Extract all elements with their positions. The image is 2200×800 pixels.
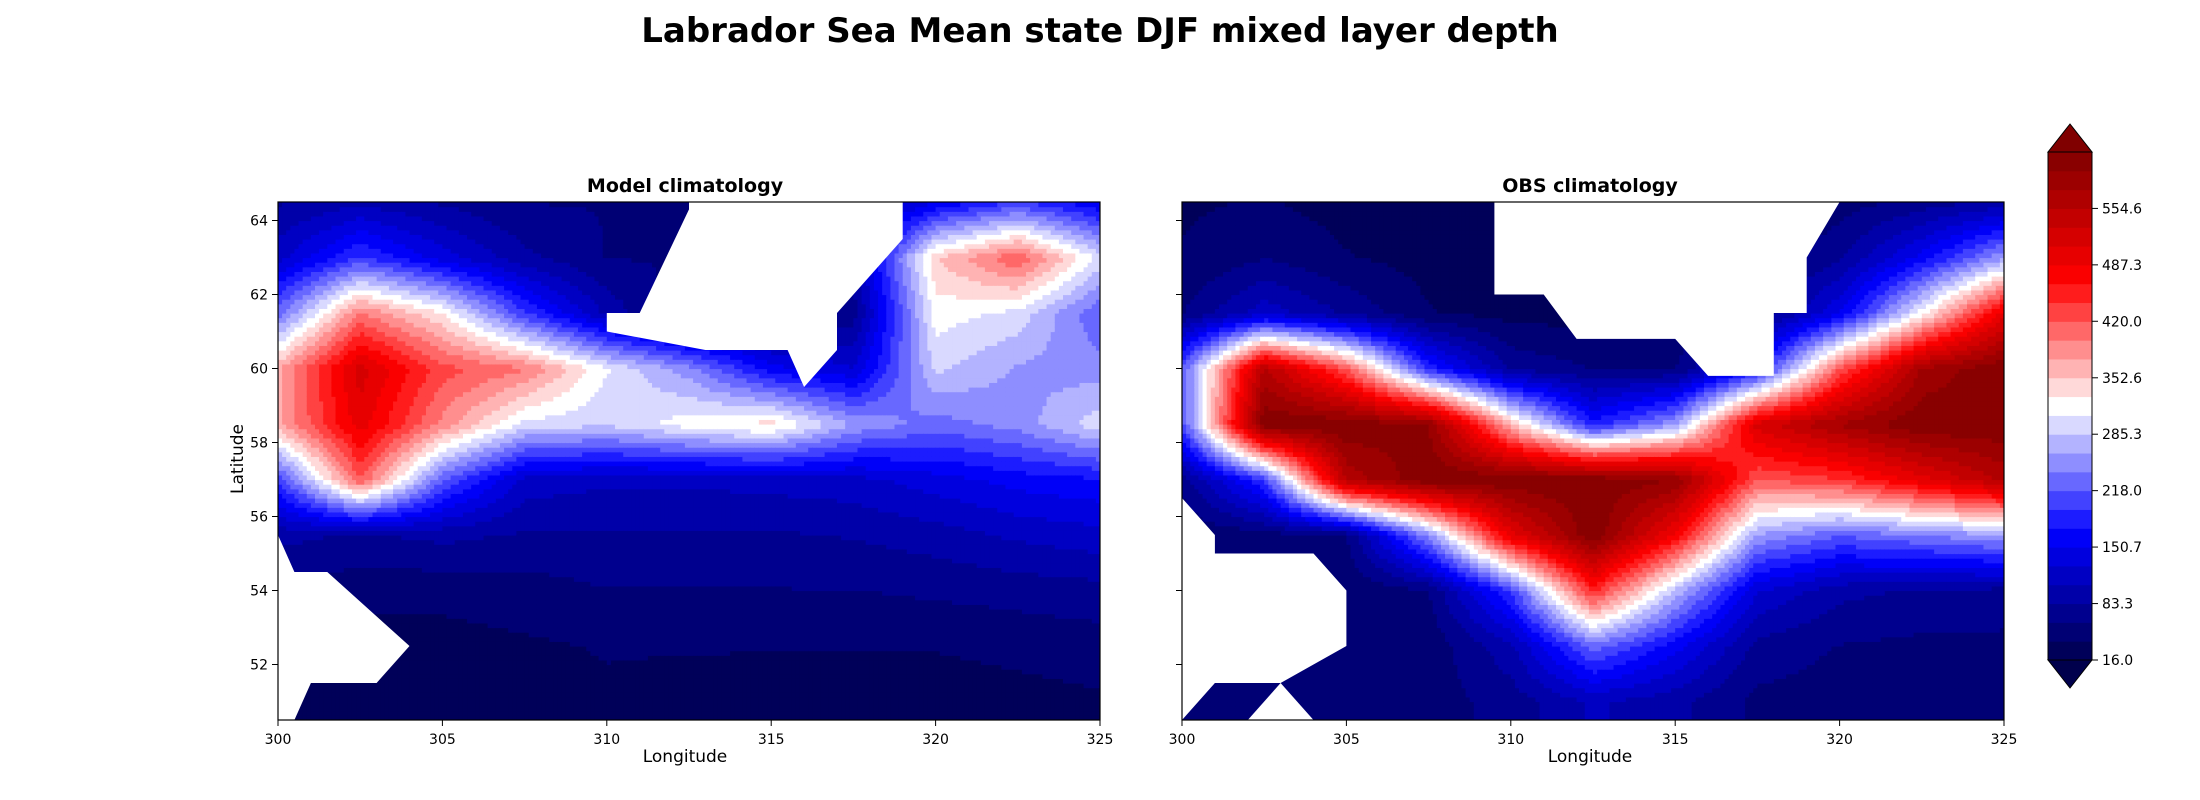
x-tick-label: 315 bbox=[1662, 732, 1689, 748]
colorbar-level bbox=[2048, 641, 2092, 661]
colorbar-level bbox=[2048, 584, 2092, 605]
colorbar-tick-label: 285.3 bbox=[2102, 427, 2142, 443]
colorbar-level bbox=[2048, 415, 2092, 435]
x-tick-label: 305 bbox=[429, 732, 456, 748]
colorbar-level bbox=[2048, 509, 2092, 529]
heatmap-field bbox=[1182, 202, 2004, 720]
colorbar-frame bbox=[2047, 151, 2093, 661]
colorbar-tick-label: 487.3 bbox=[2102, 258, 2142, 274]
colorbar-level bbox=[2048, 528, 2092, 548]
x-tick-label: 320 bbox=[922, 732, 949, 748]
y-tick-label: 62 bbox=[250, 288, 268, 304]
axes: 300 305 310 315 320 325 bbox=[1169, 201, 2018, 748]
x-tick-label: 325 bbox=[1087, 732, 1114, 748]
colorbar-level bbox=[2048, 396, 2092, 416]
plot-frame bbox=[1181, 201, 2005, 721]
obs-climatology-panel: OBS climatology 300 305 310 315 320 325 Longi… bbox=[1169, 175, 2018, 767]
colorbar-level bbox=[2048, 170, 2092, 191]
masked-land-region bbox=[541, 202, 903, 387]
x-tick-label: 300 bbox=[265, 732, 292, 748]
colorbar-level bbox=[2048, 377, 2092, 398]
heatmap-field bbox=[278, 202, 1100, 720]
colorbar-tick-label: 352.6 bbox=[2102, 371, 2142, 387]
colorbar-level bbox=[2048, 321, 2092, 341]
colorbar-level bbox=[2048, 622, 2092, 642]
colorbar-level bbox=[2048, 208, 2092, 228]
y-tick-label: 52 bbox=[250, 658, 268, 674]
colorbar-level bbox=[2048, 246, 2092, 266]
y-tick-label: 64 bbox=[250, 214, 268, 230]
colorbar-level bbox=[2048, 340, 2092, 360]
heatmap-plot-area bbox=[278, 202, 1100, 720]
colorbar-level bbox=[2048, 152, 2092, 172]
figure-title: Labrador Sea Mean state DJF mixed layer … bbox=[641, 11, 1559, 51]
masked-land-region bbox=[1182, 498, 1347, 720]
panel-title: OBS climatology bbox=[1502, 175, 1678, 197]
y-axis-label: Latitude bbox=[228, 424, 248, 494]
masked-land-region bbox=[278, 535, 410, 720]
colorbar-tick-label: 16.0 bbox=[2102, 653, 2133, 669]
x-tick-label: 320 bbox=[1826, 732, 1853, 748]
y-tick-label: 54 bbox=[250, 584, 268, 600]
colorbar-tick-label: 150.7 bbox=[2102, 540, 2142, 556]
colorbar-level bbox=[2048, 434, 2092, 454]
colorbar-level bbox=[2048, 547, 2092, 567]
masked-land-region bbox=[1247, 683, 1314, 720]
colorbar-level bbox=[2048, 603, 2092, 623]
colorbar-extend-max bbox=[2046, 123, 2094, 153]
colorbar-tick-label: 218.0 bbox=[2102, 484, 2142, 500]
colorbar-tick-label: 83.3 bbox=[2102, 597, 2133, 613]
colorbar-level bbox=[2048, 471, 2092, 492]
colorbar-level bbox=[2048, 565, 2092, 586]
colorbar-level bbox=[2048, 358, 2092, 379]
x-tick-label: 310 bbox=[593, 732, 620, 748]
x-tick-label: 310 bbox=[1497, 732, 1524, 748]
colorbar-extend-min bbox=[2046, 659, 2094, 689]
colorbar-level bbox=[2048, 227, 2092, 247]
colorbar-level bbox=[2048, 189, 2092, 209]
y-tick-label: 58 bbox=[250, 436, 268, 452]
colorbar: 16.0 83.3 150.7 218.0 285.3 352.6 420.0 487.3 55… bbox=[2046, 123, 2142, 689]
colorbar-level bbox=[2048, 302, 2092, 322]
panel-title: Model climatology bbox=[587, 175, 784, 197]
colorbar-level bbox=[2048, 453, 2092, 473]
colorbar-level bbox=[2048, 490, 2092, 510]
x-tick-label: 325 bbox=[1991, 732, 2018, 748]
x-tick-label: 300 bbox=[1169, 732, 1196, 748]
model-climatology-panel: Model climatology 300 305 310 315 320 325 52 54… bbox=[228, 175, 1113, 767]
x-tick-label: 315 bbox=[758, 732, 785, 748]
x-tick-label: 305 bbox=[1333, 732, 1360, 748]
colorbar-level bbox=[2048, 264, 2092, 285]
x-axis-label: Longitude bbox=[643, 747, 728, 767]
plot-frame bbox=[277, 201, 1101, 721]
masked-land-region bbox=[1494, 202, 1840, 376]
y-tick-label: 60 bbox=[250, 362, 268, 378]
colorbar-level bbox=[2048, 283, 2092, 304]
x-axis-label: Longitude bbox=[1548, 747, 1633, 767]
heatmap-plot-area bbox=[1182, 202, 2004, 720]
colorbar-tick-label: 554.6 bbox=[2102, 201, 2142, 217]
axes: 300 305 310 315 320 325 52 54 56 58 60 62 64 bbox=[250, 201, 1114, 748]
y-tick-label: 56 bbox=[250, 510, 268, 526]
colorbar-tick-label: 420.0 bbox=[2102, 314, 2142, 330]
